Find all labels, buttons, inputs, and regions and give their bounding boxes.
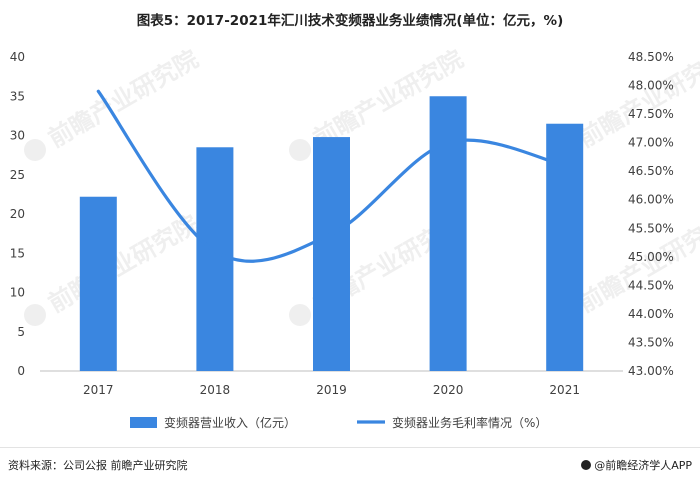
right-axis-tick-label: 47.00% [628, 136, 674, 150]
brand-credit: @前瞻经济学人APP [581, 457, 692, 473]
left-axis-tick-label: 40 [10, 50, 25, 64]
left-axis-tick-label: 15 [10, 246, 25, 260]
right-axis-tick-label: 44.50% [628, 278, 674, 292]
brand-text: @前瞻经济学人APP [594, 459, 692, 472]
right-axis-tick-label: 45.00% [628, 250, 674, 264]
x-axis-tick-label: 2019 [316, 383, 347, 397]
right-axis-tick-label: 46.50% [628, 164, 674, 178]
watermark-text: 前瞻产业研究院 [44, 45, 203, 153]
watermark-logo-icon [285, 300, 315, 330]
left-axis-tick-label: 5 [17, 325, 25, 339]
watermark: 前瞻产业研究院 [18, 45, 203, 168]
watermark-layer: 前瞻产业研究院前瞻产业研究院前瞻产业研究院前瞻产业研究院前瞻产业研究院前瞻产业研… [18, 45, 700, 333]
right-axis-tick-label: 48.50% [628, 50, 674, 64]
x-axis-tick-label: 2020 [433, 383, 464, 397]
watermark-text: 前瞻产业研究院 [44, 210, 203, 318]
right-axis-tick-label: 43.50% [628, 335, 674, 349]
legend-bar-swatch [130, 417, 157, 428]
x-axis-tick-label: 2017 [83, 383, 114, 397]
x-axis-tick-label: 2021 [549, 383, 580, 397]
bar [430, 96, 467, 371]
right-axis-tick-label: 47.50% [628, 107, 674, 121]
right-axis-tick-label: 48.00% [628, 79, 674, 93]
legend-line-label: 变频器业务毛利率情况（%） [392, 415, 547, 430]
bar [313, 137, 350, 371]
legend: 变频器营业收入（亿元） 变频器业务毛利率情况（%） [130, 415, 547, 430]
source-note: 资料来源：公司公报 前瞻产业研究院 [8, 457, 188, 473]
left-axis-tick-label: 0 [17, 364, 25, 378]
left-axis-tick-label: 20 [10, 207, 25, 221]
bar [196, 147, 233, 371]
right-axis-tick-label: 43.00% [628, 364, 674, 378]
watermark-logo-icon [285, 135, 315, 165]
legend-bar-label: 变频器营业收入（亿元） [164, 415, 296, 430]
left-axis-tick-label: 25 [10, 168, 25, 182]
left-axis-tick-label: 30 [10, 129, 25, 143]
left-axis-tick-label: 10 [10, 286, 25, 300]
bar [80, 197, 117, 371]
footer-divider [0, 447, 700, 448]
right-axis-tick-label: 46.00% [628, 193, 674, 207]
brand-logo-icon [581, 460, 591, 470]
left-axis-tick-label: 35 [10, 89, 25, 103]
x-axis-tick-label: 2018 [200, 383, 231, 397]
right-axis-tick-label: 44.00% [628, 307, 674, 321]
right-axis-tick-label: 45.50% [628, 221, 674, 235]
